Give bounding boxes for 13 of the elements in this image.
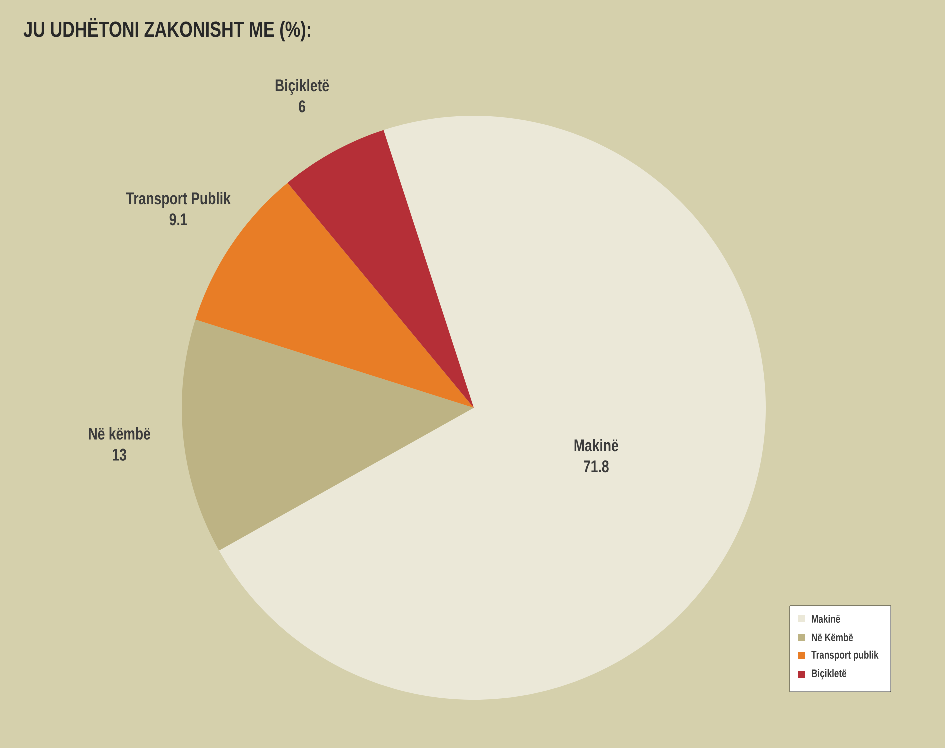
text: Makinë bbox=[812, 614, 840, 624]
data-label: 6 bbox=[299, 100, 306, 113]
text: Biçikletë bbox=[812, 669, 847, 680]
text: Transport publik bbox=[812, 650, 879, 662]
data-label: 13 bbox=[113, 448, 126, 461]
slice-label: Makinë bbox=[574, 439, 618, 452]
data-label: 9.1 bbox=[170, 214, 188, 226]
slice-label: Biçikletë bbox=[276, 79, 330, 95]
chart-title: JU UDHËTONI ZAKONISHT ME (%): bbox=[24, 18, 310, 42]
text: Në Këmbë bbox=[812, 633, 854, 642]
data-label: 71.8 bbox=[584, 460, 609, 473]
slice-label: Transport Publik bbox=[126, 192, 231, 208]
slice-label: Në këmbë bbox=[89, 427, 150, 440]
